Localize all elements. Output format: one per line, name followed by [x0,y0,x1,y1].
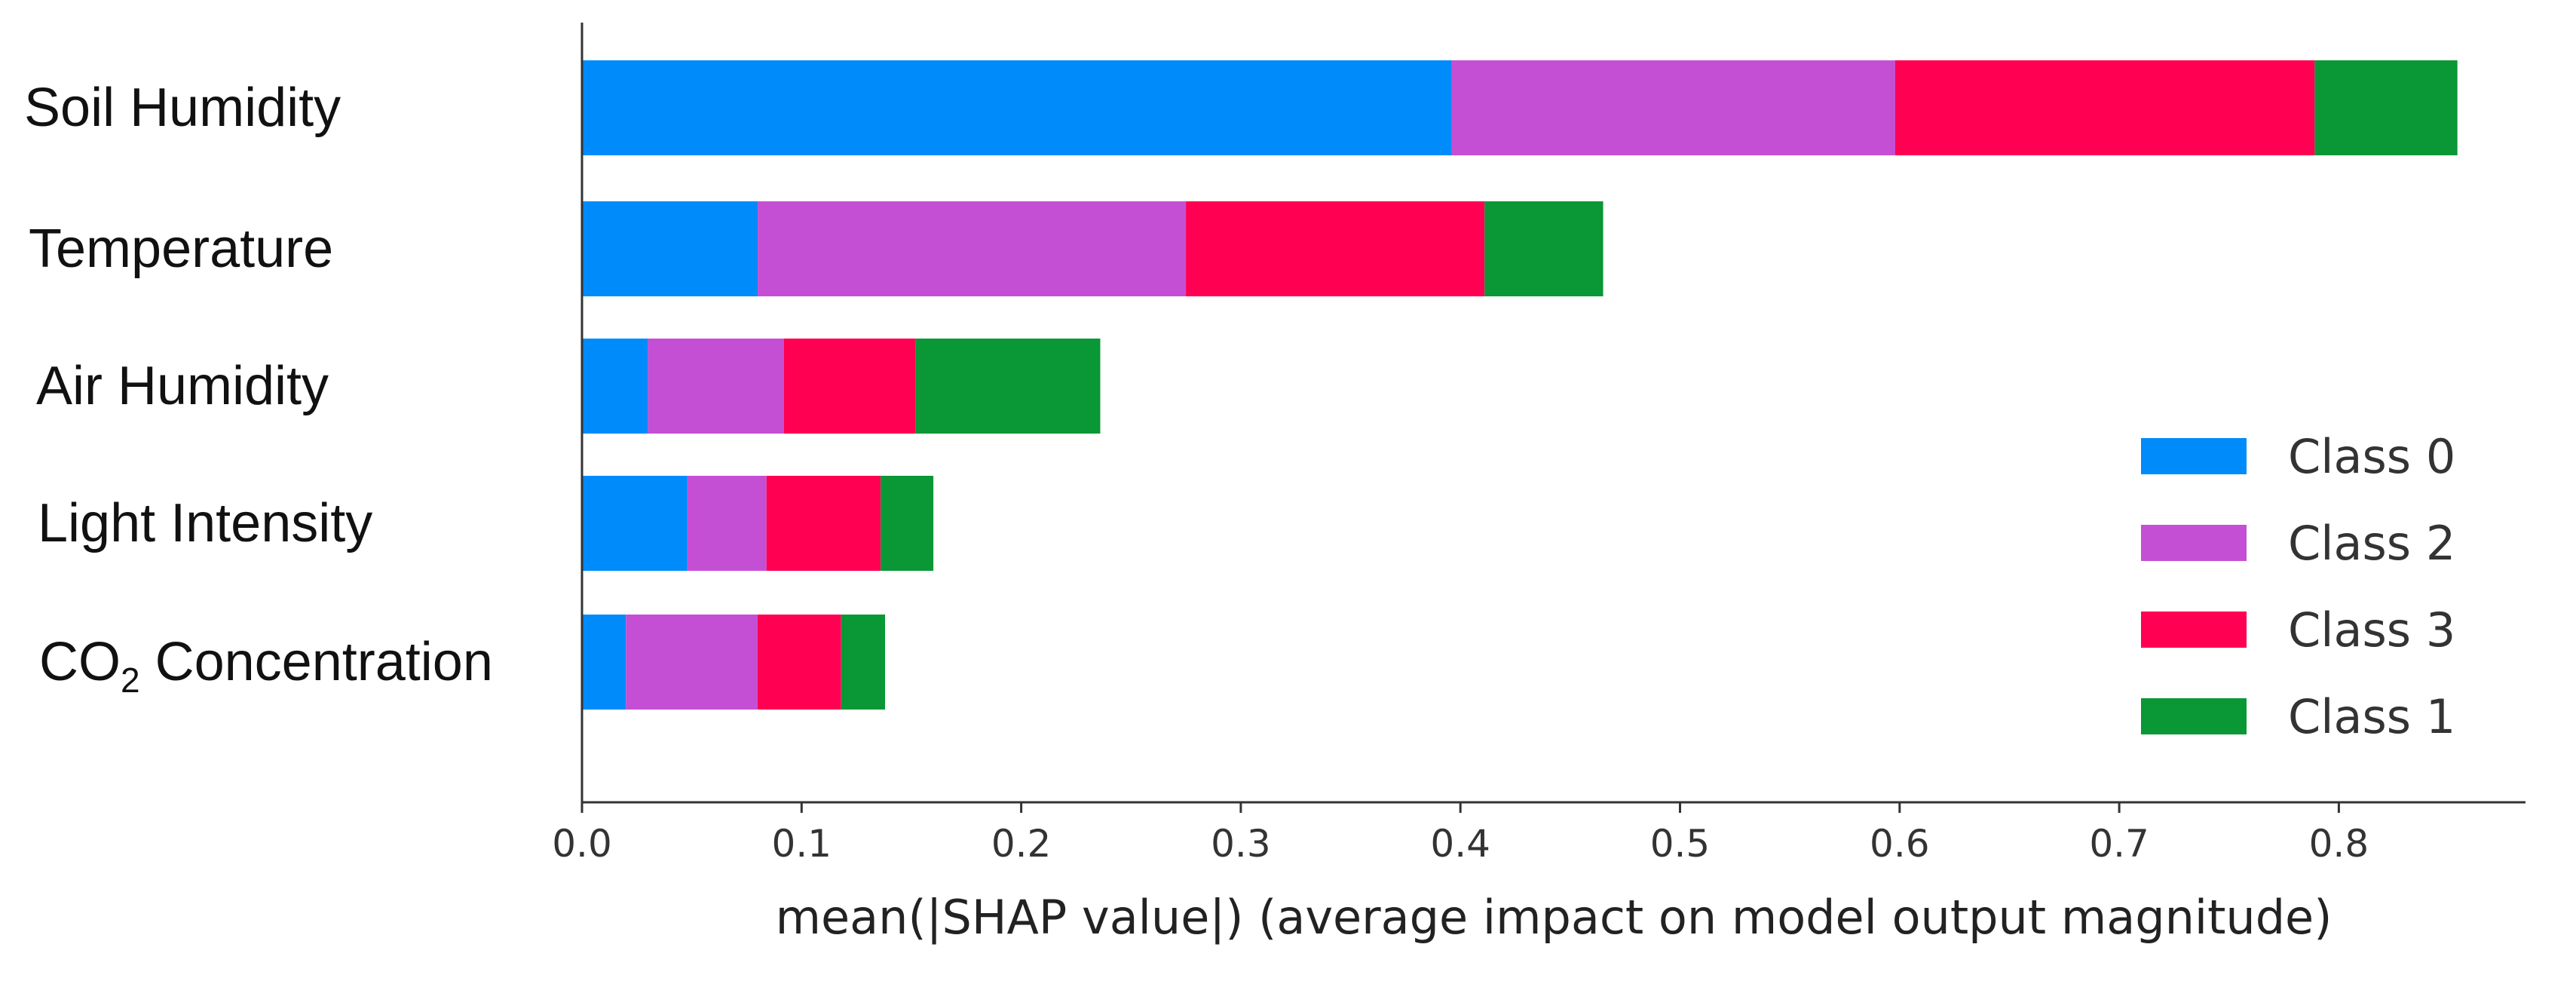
bar-class-2-row-2 [758,201,1187,296]
x-tick-label: 0.7 [2089,822,2149,866]
bar-class-2-row-3 [648,339,784,434]
x-tick-label: 0.0 [552,822,612,866]
legend-swatch-class-0 [2141,438,2247,474]
x-tick-label: 0.4 [1430,822,1490,866]
x-tick-label: 0.3 [1211,822,1271,866]
bar-class-1-row-3 [915,339,1101,434]
legend-swatch-class-1 [2141,698,2247,734]
bar-class-0-row-2 [582,201,758,296]
bar-class-3-row-2 [1186,201,1485,296]
legend-swatch-class-3 [2141,612,2247,648]
x-tick-label: 0.8 [2309,822,2369,866]
category-label-2: Temperature [29,219,333,279]
bar-class-0-row-1 [582,60,1452,155]
legend: Class 0 Class 2 Class 3 Class 1 [2141,429,2455,744]
legend-label-class-2: Class 2 [2288,516,2455,571]
x-tick-label: 0.5 [1650,822,1711,866]
bar-class-0-row-3 [582,339,648,434]
category-label-1: Soil Humidity [24,78,341,138]
legend-label-class-0: Class 0 [2288,429,2455,484]
bar-class-0-row-4 [582,476,688,571]
bar-class-2-row-5 [626,615,758,710]
category-label-3: Air Humidity [36,356,329,416]
bar-class-3-row-1 [1894,60,2315,155]
bar-class-1-row-4 [881,476,934,571]
category-label-4: Light Intensity [38,493,372,553]
category-labels: Soil Humidity Temperature Air Humidity Ligh… [24,78,493,700]
bar-class-3-row-3 [783,339,916,434]
bar-class-1-row-2 [1484,201,1603,296]
x-tick-label: 0.1 [772,822,832,866]
legend-label-class-3: Class 3 [2288,602,2455,658]
legend-swatch-class-2 [2141,525,2247,561]
bar-class-1-row-1 [2314,60,2458,155]
bar-class-2-row-1 [1451,60,1895,155]
bar-class-0-row-5 [582,615,626,710]
x-axis-title: mean(|SHAP value|) (average impact on mo… [776,890,2332,946]
x-tick-label: 0.6 [1870,822,1930,866]
bar-class-3-row-4 [766,476,881,571]
x-tick-label: 0.2 [991,822,1052,866]
bar-class-2-row-4 [687,476,767,571]
bars-layer [582,60,2458,710]
bar-class-1-row-5 [841,615,885,710]
x-axis-ticks: 0.0 0.1 0.2 0.3 0.4 0.5 0.6 0.7 0.8 [552,802,2369,866]
legend-label-class-1: Class 1 [2288,689,2455,744]
category-label-5: CO2 Concentration [39,632,493,700]
bar-class-3-row-5 [758,615,841,710]
